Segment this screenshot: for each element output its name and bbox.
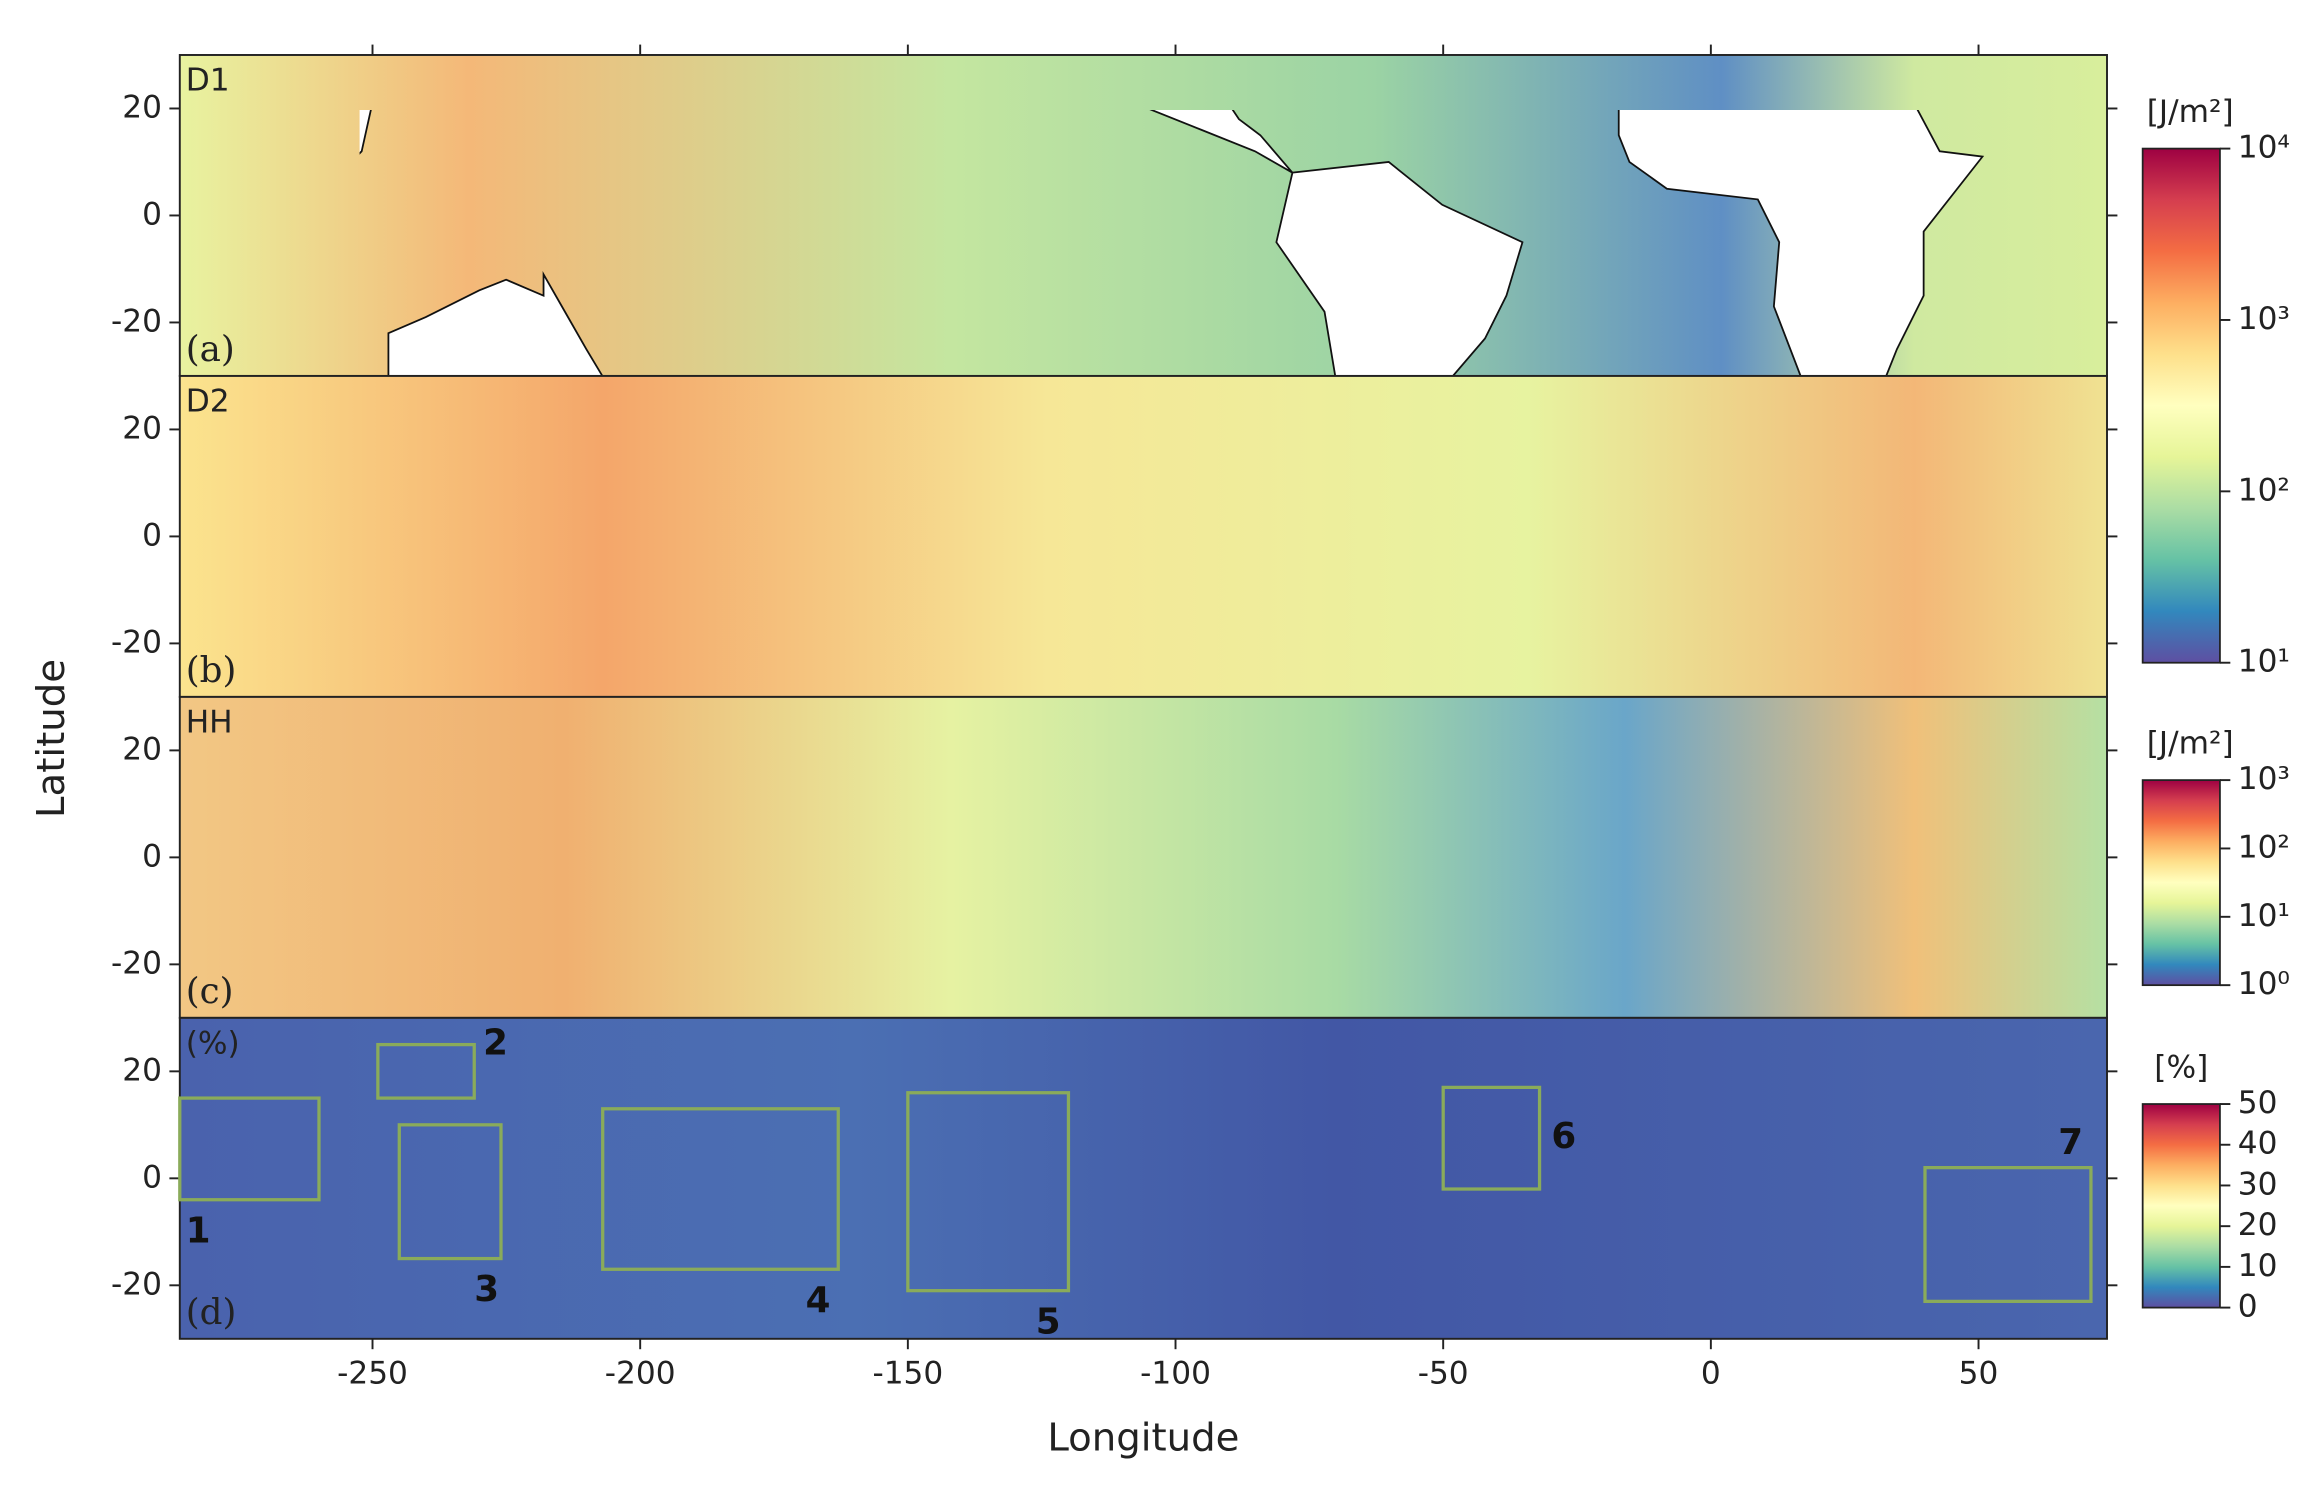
region-box: [376, 1042, 476, 1100]
colorbar-tick-label: 10³: [2238, 301, 2290, 337]
y-tick-label: 0: [142, 196, 162, 232]
y-tick-label: 20: [122, 89, 162, 125]
colorbar-tick-label: 10: [2238, 1248, 2278, 1284]
region-box: [397, 1123, 503, 1261]
colorbar-tick-label: 10²: [2238, 472, 2290, 508]
x-tick-label: -200: [605, 1355, 676, 1391]
colorbar: [2141, 779, 2221, 987]
region-box: [906, 1091, 1071, 1293]
y-tick-label: -20: [111, 1266, 162, 1302]
map-field: [179, 375, 2108, 697]
y-tick-label: 20: [122, 1052, 162, 1088]
x-tick-label: -250: [337, 1355, 408, 1391]
panel-label: D1: [186, 63, 230, 99]
region-label: 7: [2058, 1122, 2083, 1163]
map-field: [179, 696, 2108, 1018]
colorbar-tick-label: 50: [2238, 1085, 2278, 1121]
panel-letter: (a): [186, 329, 235, 370]
x-tick-label: 50: [1959, 1355, 1999, 1391]
region-label: 4: [806, 1280, 831, 1321]
y-tick-label: -20: [111, 945, 162, 981]
map-field: [179, 1017, 2108, 1339]
y-tick-label: -20: [111, 624, 162, 660]
y-tick-label: 20: [122, 731, 162, 767]
colorbar-tick-label: 10¹: [2238, 898, 2290, 934]
region-label: 6: [1551, 1116, 1576, 1157]
x-tick-label: 0: [1701, 1355, 1721, 1391]
region-box: [178, 1096, 321, 1202]
panel-label: (%): [186, 1026, 240, 1062]
colorbar-unit: [J/m²]: [2147, 94, 2234, 130]
colorbar-unit: [J/m²]: [2147, 725, 2234, 761]
colorbar-tick-label: 10²: [2238, 829, 2290, 865]
x-tick-label: -150: [872, 1355, 943, 1391]
colorbar: [2141, 1103, 2221, 1309]
y-tick-label: 0: [142, 1159, 162, 1195]
y-axis-label: Latitude: [29, 659, 74, 818]
panel-label: D2: [186, 384, 230, 420]
y-tick-label: 0: [142, 838, 162, 874]
x-tick-label: -50: [1418, 1355, 1469, 1391]
region-box: [1441, 1085, 1542, 1191]
y-tick-label: 20: [122, 410, 162, 446]
region-label: 3: [474, 1269, 499, 1310]
y-tick-label: 0: [142, 517, 162, 553]
x-axis-label: Longitude: [1047, 1415, 1239, 1460]
colorbar-tick-label: 10¹: [2238, 644, 2290, 680]
panel-letter: (c): [186, 971, 234, 1012]
y-tick-label: -20: [111, 303, 162, 339]
colorbar-tick-label: 10³: [2238, 761, 2290, 797]
colorbar-tick-label: 10⁰: [2238, 966, 2290, 1002]
colorbar-unit: [%]: [2154, 1049, 2208, 1085]
region-label: 2: [483, 1023, 508, 1064]
panel-label: HH: [186, 705, 233, 741]
region-label: 5: [1036, 1301, 1061, 1342]
colorbar-tick-label: 30: [2238, 1166, 2278, 1202]
colorbar-tick-label: 20: [2238, 1207, 2278, 1243]
colorbar: [2141, 147, 2221, 664]
colorbar-tick-label: 40: [2238, 1126, 2278, 1162]
region-box: [1923, 1165, 2093, 1303]
region-label: 1: [186, 1210, 211, 1251]
colorbar-tick-label: 10⁴: [2238, 130, 2290, 166]
colorbar-tick-label: 0: [2238, 1289, 2258, 1325]
panel-letter: (b): [186, 650, 237, 691]
x-tick-label: -100: [1140, 1355, 1211, 1391]
panel-letter: (d): [186, 1292, 237, 1333]
region-box: [601, 1107, 840, 1271]
